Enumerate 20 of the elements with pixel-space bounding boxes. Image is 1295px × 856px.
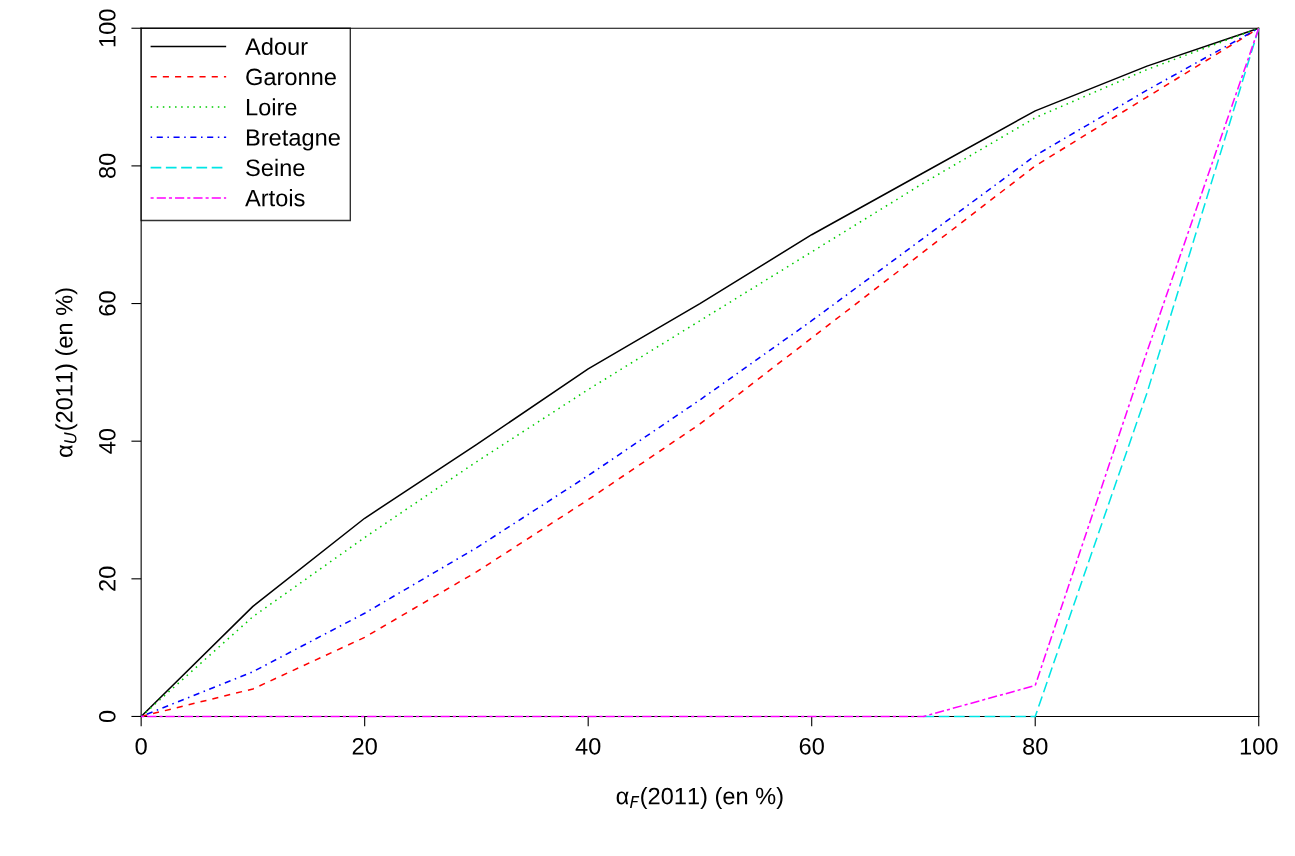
legend-label: Bretagne [246, 129, 340, 151]
x-tick-label: 60 [799, 737, 824, 755]
legend-label: Artois [245, 189, 305, 207]
x-tick-label: 80 [1023, 737, 1048, 755]
legend-label: Adour [245, 37, 308, 56]
legend-label: Garonne [246, 68, 336, 86]
y-tick-label: 80 [98, 153, 116, 178]
y-tick-label: 40 [98, 428, 116, 454]
y-axis-title: α$_{U}$(2011) (en %) [55, 288, 78, 457]
legend-label: Seine [246, 158, 305, 177]
y-tick-label: 60 [98, 291, 116, 316]
x-tick-label: 100 [1240, 737, 1278, 755]
x-tick-label: 40 [575, 737, 601, 755]
y-tick-label: 0 [98, 710, 116, 723]
y-tick-label: 100 [98, 9, 116, 47]
legend-label: Loire [246, 98, 297, 116]
y-tick-label: 20 [98, 566, 116, 591]
x-tick-label: 0 [135, 737, 147, 755]
x-axis-title: α$_{F}$(2011) (en %) [616, 787, 783, 810]
x-tick-label: 20 [352, 737, 377, 755]
